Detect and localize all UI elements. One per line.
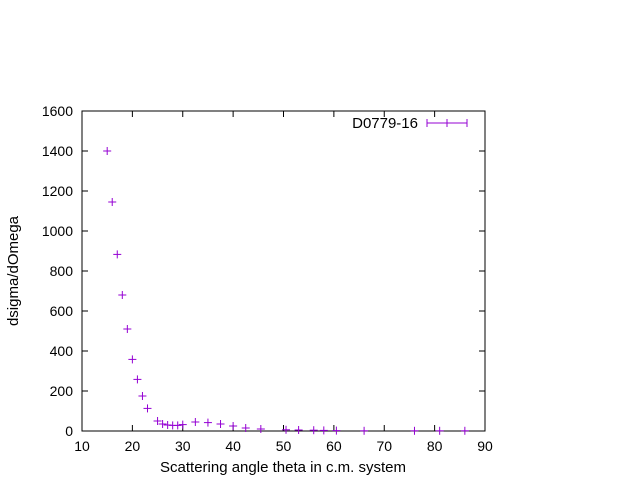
data-point bbox=[410, 426, 419, 435]
data-point bbox=[460, 426, 469, 435]
legend-label: D0779-16 bbox=[352, 115, 418, 132]
y-tick-label: 1400 bbox=[42, 143, 73, 159]
y-tick-label: 400 bbox=[50, 343, 74, 359]
data-point bbox=[216, 420, 225, 428]
data-point bbox=[133, 375, 142, 384]
data-point bbox=[123, 325, 132, 333]
x-tick-label: 40 bbox=[225, 438, 241, 454]
data-point bbox=[153, 417, 162, 425]
data-point bbox=[332, 426, 341, 435]
data-point bbox=[319, 426, 328, 435]
y-axis: 0 200 400 600 800 1000 1200 1400 1600 bbox=[42, 103, 485, 439]
data-point bbox=[282, 425, 291, 434]
y-tick-label: 0 bbox=[65, 423, 73, 439]
legend-sample bbox=[426, 119, 468, 127]
data-point bbox=[241, 424, 250, 432]
x-axis: 10 20 30 40 50 60 70 80 90 bbox=[74, 111, 493, 454]
y-tick-label: 600 bbox=[50, 303, 74, 319]
x-tick-label: 10 bbox=[74, 438, 90, 454]
x-tick-label: 20 bbox=[125, 438, 141, 454]
x-axis-title: Scattering angle theta in c.m. system bbox=[160, 459, 406, 476]
y-tick-label: 800 bbox=[50, 263, 74, 279]
data-point bbox=[191, 418, 200, 426]
data-point bbox=[103, 147, 112, 155]
data-point bbox=[203, 418, 212, 427]
y-tick-label: 1200 bbox=[42, 183, 73, 199]
data-point bbox=[178, 420, 187, 429]
x-tick-label: 50 bbox=[276, 438, 292, 454]
x-tick-label: 60 bbox=[326, 438, 342, 454]
data-point bbox=[118, 291, 127, 299]
data-point bbox=[173, 421, 182, 430]
y-tick-label: 1600 bbox=[42, 103, 73, 119]
data-point bbox=[229, 422, 238, 430]
data-point bbox=[158, 420, 167, 428]
data-point bbox=[256, 425, 265, 433]
x-tick-label: 80 bbox=[427, 438, 443, 454]
data-point bbox=[108, 198, 117, 206]
data-point bbox=[138, 392, 147, 400]
legend: D0779-16 bbox=[352, 115, 468, 132]
x-tick-label: 70 bbox=[376, 438, 392, 454]
data-point bbox=[360, 426, 369, 435]
y-axis-title: dsigma/dOmega bbox=[5, 215, 22, 326]
data-point bbox=[128, 355, 137, 364]
y-tick-label: 200 bbox=[50, 383, 74, 399]
x-tick-label: 30 bbox=[175, 438, 191, 454]
x-tick-label: 90 bbox=[477, 438, 493, 454]
data-point bbox=[113, 250, 122, 259]
series-points bbox=[103, 147, 469, 435]
data-point bbox=[143, 404, 152, 413]
data-point bbox=[309, 426, 318, 435]
data-point bbox=[435, 426, 444, 435]
data-point bbox=[294, 426, 303, 434]
plot-frame bbox=[81, 110, 486, 432]
y-tick-label: 1000 bbox=[42, 223, 73, 239]
